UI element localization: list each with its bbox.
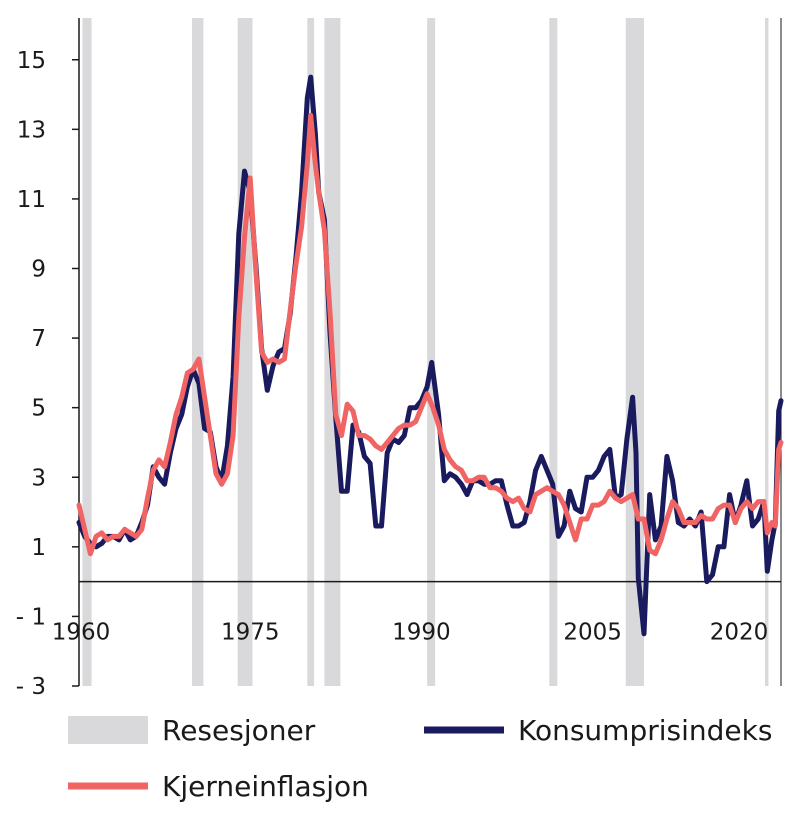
recession-band: [82, 18, 92, 686]
series-lines: [76, 74, 784, 637]
y-tick-label: - 3: [16, 674, 46, 700]
y-tick-label: 15: [17, 48, 46, 74]
recession-band: [549, 18, 558, 686]
series-line-konsumprisindeks: [76, 74, 784, 637]
recession-band: [427, 18, 436, 686]
y-tick-label: 7: [31, 326, 46, 352]
legend-label-cpi: Konsumprisindeks: [518, 714, 772, 747]
recession-band: [307, 18, 315, 686]
y-tick-label: 5: [31, 396, 46, 422]
legend-label-core: Kjerneinflasjon: [162, 770, 369, 803]
legend-swatch-recessions: [68, 716, 148, 744]
x-tick-label: 1975: [221, 620, 280, 646]
x-tick-label: 2020: [710, 620, 769, 646]
x-tick-label: 2005: [563, 620, 622, 646]
y-tick-label: - 1: [16, 604, 46, 630]
y-tick-labels: 15 13 11 9 7 5 3 1 - 1 - 3: [16, 48, 79, 700]
y-tick-label: 3: [31, 465, 46, 491]
y-tick-label: 13: [17, 117, 46, 143]
y-tick-label: 9: [31, 257, 46, 283]
y-tick-label: 11: [17, 187, 46, 213]
x-tick-label: 1960: [52, 620, 111, 646]
legend: Resesjoner Konsumprisindeks Kjerneinflas…: [68, 714, 772, 803]
recession-band: [237, 18, 253, 686]
recession-bands: [82, 18, 769, 686]
recession-band: [765, 18, 769, 686]
x-tick-label: 1990: [392, 620, 451, 646]
legend-label-recessions: Resesjoner: [162, 714, 316, 747]
x-tick-labels: 1960 1975 1990 2005 2020: [52, 620, 769, 646]
recession-band: [192, 18, 204, 686]
y-tick-label: 1: [31, 535, 46, 561]
series-line-kjerneinflasjon: [76, 112, 784, 557]
